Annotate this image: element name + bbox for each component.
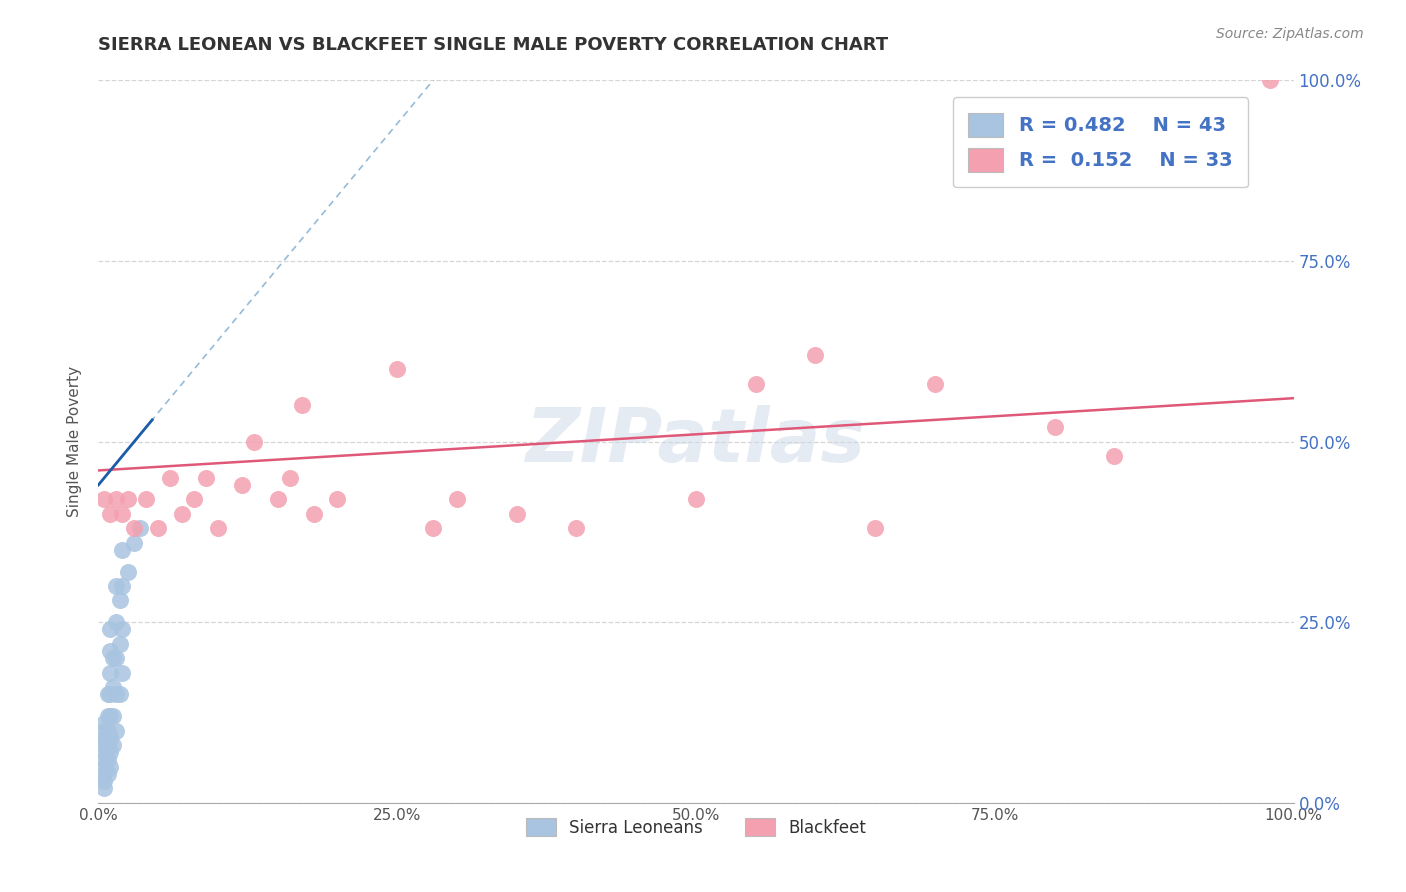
Point [924, 376, 946, 391]
Point [105, 615, 128, 630]
Point [302, 507, 325, 521]
Point [97, 687, 120, 701]
Point [685, 492, 707, 507]
Point [97, 738, 120, 752]
Point [105, 651, 128, 665]
Point [385, 362, 409, 376]
Point [111, 579, 134, 593]
Point [97, 752, 120, 766]
Point [93, 767, 115, 781]
Point [101, 651, 124, 665]
Point [124, 535, 146, 549]
Point [97, 709, 120, 723]
Point [159, 470, 181, 484]
Point [111, 665, 134, 680]
Point [1258, 73, 1281, 87]
Y-axis label: Single Male Poverty: Single Male Poverty [67, 366, 83, 517]
Point [98, 731, 122, 745]
Point [865, 521, 887, 535]
Point [101, 680, 124, 694]
Point [93, 752, 115, 766]
Point [506, 507, 529, 521]
Point [183, 492, 205, 507]
Point [93, 716, 115, 731]
Point [93, 774, 115, 789]
Point [97, 723, 120, 738]
Point [98, 665, 122, 680]
Point [105, 723, 128, 738]
Point [93, 781, 115, 796]
Point [105, 579, 128, 593]
Point [93, 745, 115, 759]
Text: SIERRA LEONEAN VS BLACKFEET SINGLE MALE POVERTY CORRELATION CHART: SIERRA LEONEAN VS BLACKFEET SINGLE MALE … [98, 36, 889, 54]
Point [98, 623, 122, 637]
Point [93, 738, 115, 752]
Point [98, 745, 122, 759]
Point [101, 738, 124, 752]
Point [804, 348, 827, 362]
Point [278, 470, 301, 484]
Point [108, 593, 131, 607]
Point [93, 492, 115, 507]
Text: Source: ZipAtlas.com: Source: ZipAtlas.com [1216, 27, 1364, 41]
Point [101, 709, 124, 723]
Point [111, 507, 134, 521]
Point [267, 492, 290, 507]
Point [243, 434, 266, 449]
Point [105, 687, 128, 701]
Point [93, 731, 115, 745]
Point [1104, 449, 1126, 463]
Point [422, 521, 444, 535]
Point [98, 709, 122, 723]
Point [98, 760, 122, 774]
Point [326, 492, 349, 507]
Legend: Sierra Leoneans, Blackfeet: Sierra Leoneans, Blackfeet [517, 810, 875, 845]
Point [98, 644, 122, 658]
Point [98, 687, 122, 701]
Point [172, 507, 194, 521]
Point [93, 760, 115, 774]
Point [97, 767, 120, 781]
Point [129, 521, 152, 535]
Point [108, 687, 131, 701]
Point [124, 521, 146, 535]
Point [117, 492, 139, 507]
Point [745, 376, 768, 391]
Point [108, 637, 131, 651]
Point [446, 492, 468, 507]
Point [98, 507, 122, 521]
Point [195, 470, 218, 484]
Point [565, 521, 588, 535]
Point [291, 398, 314, 412]
Point [93, 723, 115, 738]
Point [111, 542, 134, 557]
Point [111, 623, 134, 637]
Point [231, 478, 253, 492]
Point [207, 521, 229, 535]
Point [148, 521, 170, 535]
Point [105, 492, 128, 507]
Point [1043, 420, 1066, 434]
Point [135, 492, 157, 507]
Point [117, 565, 139, 579]
Text: ZIPatlas: ZIPatlas [526, 405, 866, 478]
